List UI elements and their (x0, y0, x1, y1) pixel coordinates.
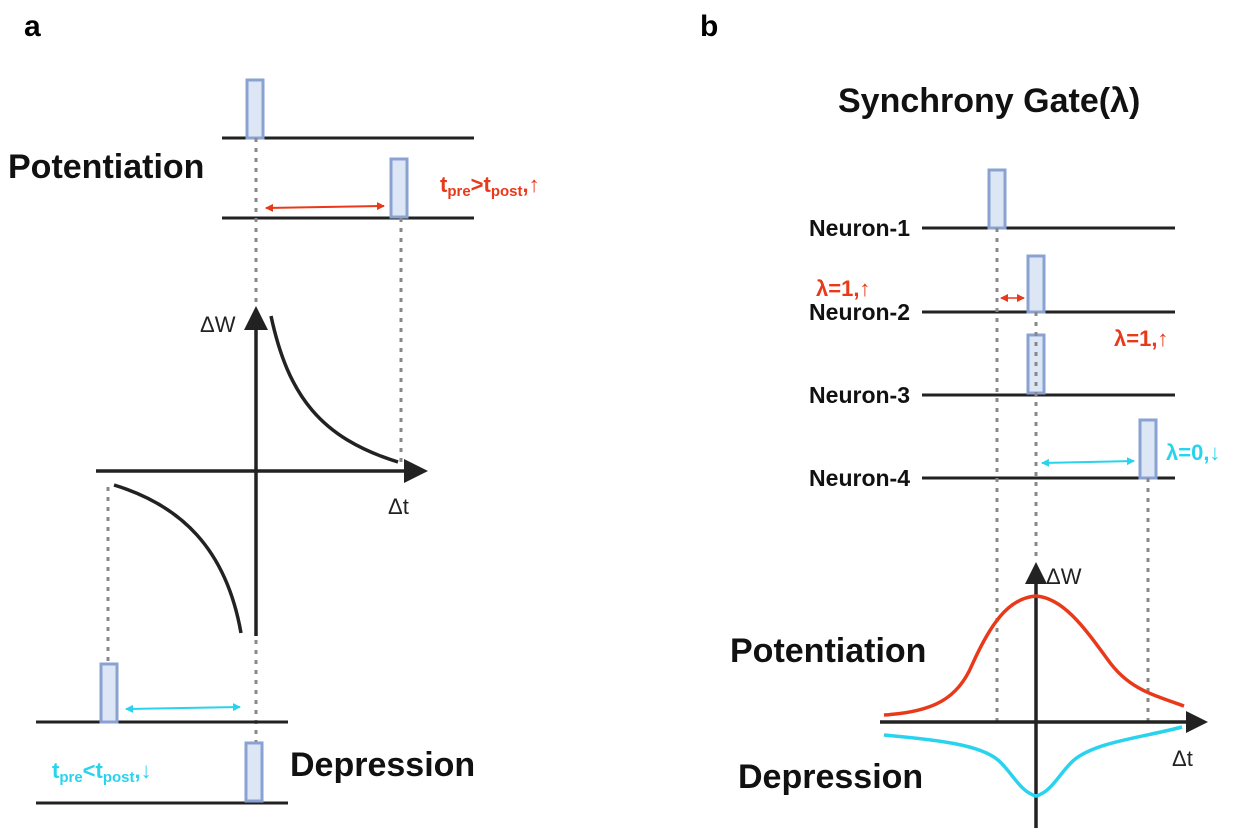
spike-marker (389, 157, 409, 219)
timing-difference-arrow (265, 202, 385, 212)
spike-marker (99, 662, 119, 724)
spike-marker (244, 741, 264, 803)
axis-arrowhead (404, 459, 428, 483)
timing-difference-arrow (125, 703, 241, 713)
neuron-1-label: Neuron-1 (809, 215, 910, 241)
depression-rule-label: tpre<tpost,↓ (52, 758, 152, 786)
neuron-2-label: Neuron-2 (809, 299, 910, 325)
depression-label: Depression (290, 746, 475, 784)
gate-label-neuron-2: λ=1,↑ (816, 276, 870, 301)
potentiation-label: Potentiation (8, 148, 204, 186)
potentiation-curve (269, 315, 399, 464)
async-interval-arrow (1041, 457, 1135, 467)
neuron-4-label: Neuron-4 (809, 465, 910, 491)
axis-arrowhead (1025, 562, 1047, 584)
delta-w-axis-label: ΔW (200, 312, 236, 337)
panel-b-letter: b (700, 10, 718, 43)
depression-curve (113, 483, 243, 634)
potentiation-rule-label: tpre>tpost,↑ (440, 172, 540, 200)
axis-arrowhead (1186, 711, 1208, 733)
delta-t-axis-label: Δt (1172, 746, 1193, 771)
potentiation-label: Potentiation (730, 632, 926, 670)
delta-t-axis-label: Δt (388, 494, 409, 519)
depression-label: Depression (738, 758, 923, 796)
panel-a: a Potentiation tpre>tpost,↑ ΔW Δt tpre<t… (8, 10, 540, 805)
potentiation-curve (883, 594, 1185, 717)
depression-curve (883, 725, 1183, 798)
synchrony-gate-title: Synchrony Gate(λ) (838, 82, 1140, 120)
spike-marker (245, 78, 265, 140)
neuron-3-label: Neuron-3 (809, 382, 910, 408)
spike-marker (987, 168, 1007, 230)
delta-w-axis-label: ΔW (1046, 564, 1082, 589)
panel-b: b Synchrony Gate(λ) Neuron-1 Neuron-2 Ne… (700, 10, 1220, 828)
spike-marker (1138, 418, 1158, 480)
gate-label-neuron-3: λ=1,↑ (1114, 326, 1168, 351)
spike-marker (1026, 254, 1046, 314)
gate-label-neuron-4: λ=0,↓ (1166, 440, 1220, 465)
axis-arrowhead (244, 306, 268, 330)
panel-a-letter: a (24, 10, 41, 43)
